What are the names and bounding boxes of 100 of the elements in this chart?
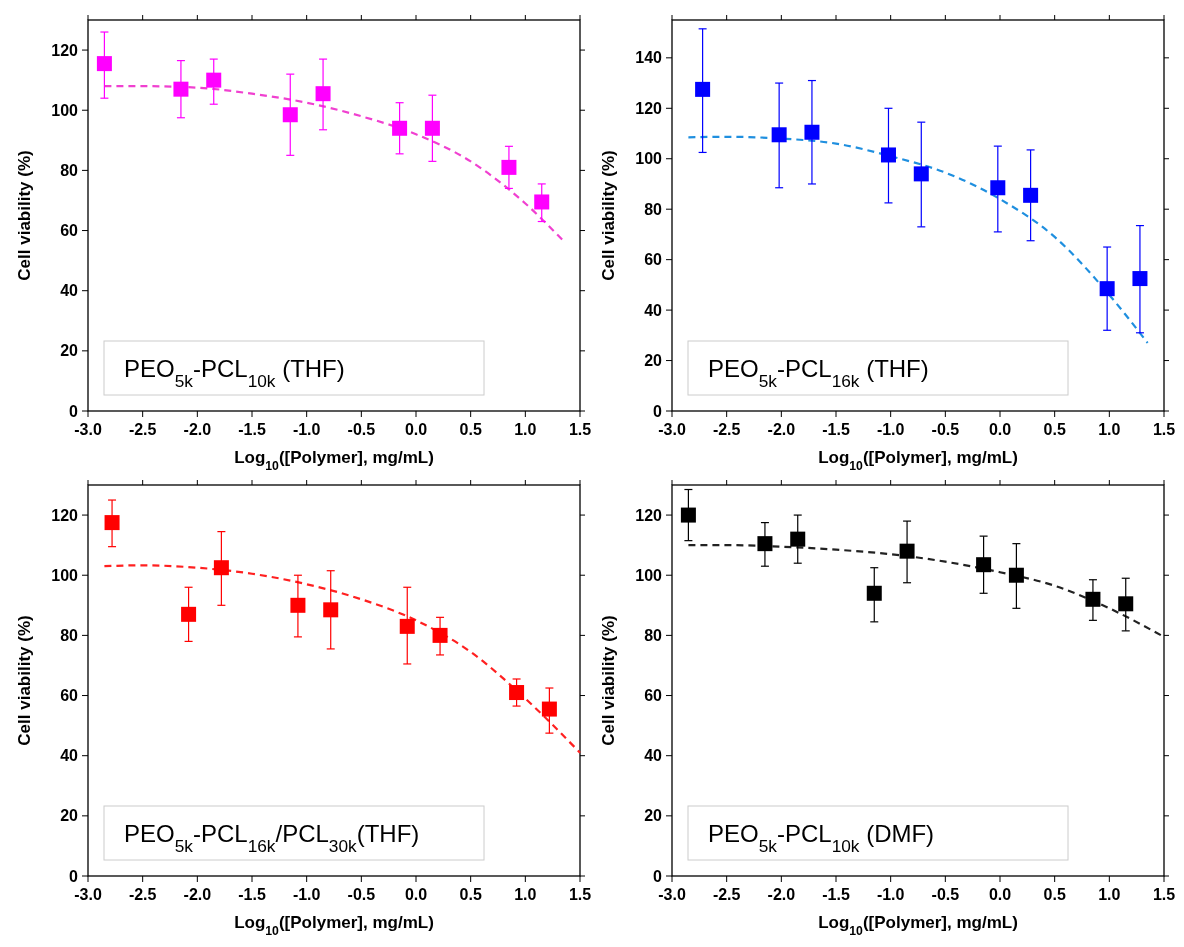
x-tick-label: -1.0 [876, 886, 905, 903]
point [290, 597, 306, 613]
line-series [103, 85, 565, 243]
annotation: PEO$_{5k}$-PCL$_{16k}$/PCL$_{30k}$(THF) [124, 820, 420, 856]
y-axis-title: Cell viability (%) [599, 150, 618, 281]
point [1099, 281, 1115, 297]
x-tick-label: -2.5 [712, 886, 741, 903]
point [501, 159, 517, 175]
x-tick-label: 0.0 [988, 886, 1012, 903]
y-tick-label: 60 [644, 251, 663, 269]
x-axis-title: Log$_{10}$([Polymer], mg/mL) [818, 448, 1018, 473]
y-tick-label: 20 [60, 807, 79, 825]
point [680, 507, 696, 523]
x-tick-label: -2.0 [767, 421, 796, 438]
x-tick-label: -2.0 [183, 421, 212, 438]
point [899, 543, 915, 559]
x-tick-label: 1.5 [1152, 421, 1176, 438]
x-tick-label: 0.0 [988, 421, 1012, 438]
y-tick-label: 80 [644, 200, 663, 218]
x-tick-label: 0.5 [459, 886, 482, 903]
point [399, 618, 415, 634]
point [392, 120, 408, 136]
x-tick-label: -2.5 [128, 886, 157, 903]
x-tick-label: 1.0 [514, 886, 537, 903]
point [1023, 187, 1039, 203]
y-tick-label: 80 [60, 161, 79, 179]
y-tick-label: 0 [653, 867, 663, 885]
x-tick-label: -1.5 [822, 886, 850, 903]
y-tick-label: 20 [60, 342, 79, 360]
y-tick-label: 60 [60, 222, 79, 240]
y-tick-label: 120 [635, 506, 663, 524]
y-tick-label: 100 [51, 101, 79, 119]
x-tick-label: -3.0 [74, 421, 102, 438]
point [866, 585, 882, 601]
y-tick-label: 0 [69, 402, 79, 420]
x-tick-label: -1.0 [292, 421, 321, 438]
y-tick-label: 40 [60, 747, 79, 765]
point [790, 531, 806, 547]
annotation: PEO$_{5k}$-PCL$_{10k}$ (THF) [124, 355, 345, 391]
point [976, 557, 992, 573]
point [757, 536, 773, 552]
point [213, 560, 229, 576]
y-tick-label: 40 [644, 747, 663, 765]
point [104, 515, 120, 531]
x-tick-label: -3.0 [658, 421, 686, 438]
point [695, 81, 711, 97]
point [534, 194, 550, 210]
point [509, 685, 525, 701]
x-axis-title: Log$_{10}$([Polymer], mg/mL) [234, 913, 434, 938]
y-tick-label: 80 [60, 626, 79, 644]
y-axis-title: Cell viability (%) [15, 615, 34, 746]
x-tick-label: -0.5 [347, 886, 376, 903]
x-tick-label: -1.0 [876, 421, 905, 438]
x-tick-label: -3.0 [658, 886, 686, 903]
x-tick-label: 1.0 [514, 421, 537, 438]
y-tick-label: 20 [644, 352, 663, 370]
y-axis-title: Cell viability (%) [599, 615, 618, 746]
point [880, 147, 896, 163]
y-tick-label: 80 [644, 626, 663, 644]
y-tick-label: 120 [51, 41, 79, 59]
x-axis-title: Log$_{10}$([Polymer], mg/mL) [818, 913, 1018, 938]
x-tick-label: 0.0 [404, 886, 428, 903]
x-tick-label: -2.5 [128, 421, 157, 438]
x-tick-label: 1.5 [568, 886, 592, 903]
x-tick-label: 1.0 [1098, 886, 1121, 903]
point [1085, 591, 1101, 607]
x-tick-label: 0.5 [459, 421, 482, 438]
point [96, 56, 112, 72]
x-tick-label: -2.0 [183, 886, 212, 903]
y-tick-label: 60 [60, 687, 79, 705]
point [323, 602, 339, 618]
point [1132, 271, 1148, 287]
point [282, 107, 298, 123]
x-tick-label: -2.5 [712, 421, 741, 438]
point [913, 166, 929, 182]
point [206, 72, 222, 88]
y-tick-label: 120 [51, 506, 79, 524]
point [173, 81, 189, 97]
x-tick-label: -1.5 [238, 886, 266, 903]
line-series [103, 564, 582, 754]
y-tick-label: 20 [644, 807, 663, 825]
y-axis-title: Cell viability (%) [15, 150, 34, 281]
annotation: PEO$_{5k}$-PCL$_{16k}$ (THF) [708, 355, 929, 391]
x-tick-label: -0.5 [931, 886, 960, 903]
y-tick-label: 0 [653, 402, 663, 420]
point [432, 627, 448, 643]
x-tick-label: 1.0 [1098, 421, 1121, 438]
point [771, 127, 787, 143]
point [181, 606, 197, 622]
x-tick-label: 1.5 [568, 421, 592, 438]
x-tick-label: -3.0 [74, 886, 102, 903]
point [541, 701, 557, 717]
point [424, 120, 440, 136]
x-tick-label: -0.5 [931, 421, 960, 438]
point [990, 180, 1006, 196]
x-tick-label: 0.5 [1043, 886, 1066, 903]
x-tick-label: -0.5 [347, 421, 376, 438]
y-tick-label: 100 [635, 150, 663, 168]
x-axis-title: Log$_{10}$([Polymer], mg/mL) [234, 448, 434, 473]
y-tick-label: 100 [51, 566, 79, 584]
